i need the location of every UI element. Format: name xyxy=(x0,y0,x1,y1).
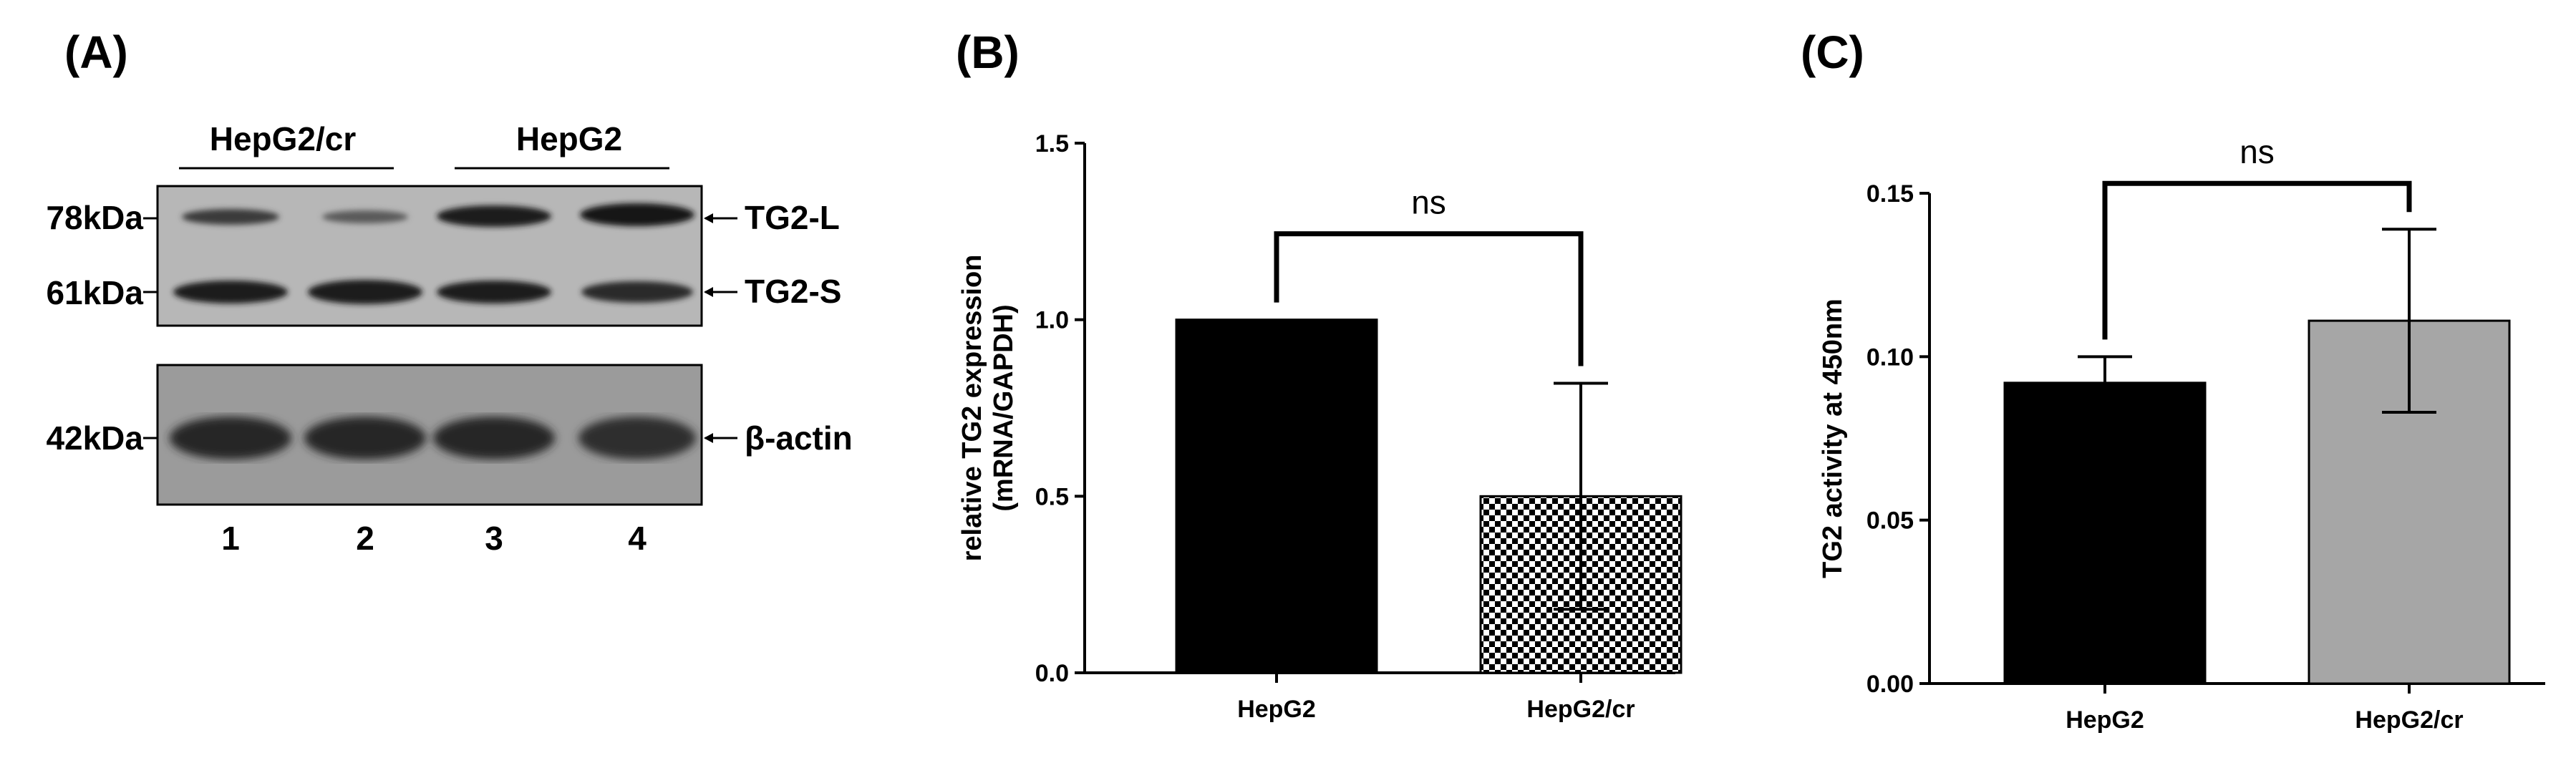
chart-b-y-tick-label: 1.5 xyxy=(1035,130,1069,157)
group-label-hepg2cr: HepG2/cr xyxy=(210,120,357,157)
lane-number-2: 2 xyxy=(356,520,374,557)
band-label-actin: β-actin xyxy=(745,419,853,457)
band-tg2s-lane3 xyxy=(437,281,551,303)
chart-c-x-tick-label: HepG2/cr xyxy=(2355,706,2463,734)
band-actin-lane4 xyxy=(578,417,696,460)
tg2-bands xyxy=(173,203,694,304)
band-tg2l-lane1 xyxy=(182,209,279,225)
marker-61kda: 61kDa xyxy=(46,274,143,311)
lane-number-4: 4 xyxy=(628,520,647,557)
band-actin-lane1 xyxy=(170,417,291,460)
band-actin-lane2 xyxy=(304,417,426,460)
panel-c-letter: (C) xyxy=(1801,26,1864,78)
band-tg2s-lane4 xyxy=(581,281,693,303)
lane-number-1: 1 xyxy=(221,520,240,557)
band-tg2l-lane3 xyxy=(437,205,551,227)
band-actin-lane3 xyxy=(433,417,555,460)
chart-c-y-axis-title: TG2 activity at 450nm xyxy=(1818,298,1848,578)
marker-78kda: 78kDa xyxy=(46,199,143,236)
band-tg2l-lane4 xyxy=(580,203,694,226)
chart-b-y-tick-label: 0.0 xyxy=(1035,660,1069,687)
band-label-tg2s: TG2-S xyxy=(745,273,841,310)
panel-a-letter: (A) xyxy=(64,26,128,78)
arrow-tg2l xyxy=(704,213,737,223)
chart-c-bar-0 xyxy=(2003,381,2207,685)
chart-c-significance-label: ns xyxy=(2240,133,2275,170)
panel-b-letter: (B) xyxy=(956,26,1020,78)
band-label-tg2l: TG2-L xyxy=(745,199,840,236)
band-tg2s-lane2 xyxy=(308,280,422,304)
chart-c-y-tick-label: 0.10 xyxy=(1866,344,1914,371)
chart-c-y-tick-label: 0.15 xyxy=(1866,180,1914,208)
chart-b-significance-label: ns xyxy=(1411,184,1446,221)
chart-b-significance-bracket xyxy=(1274,231,1584,366)
chart-b-bar-0 xyxy=(1175,319,1378,674)
band-tg2s-lane1 xyxy=(173,281,288,303)
panel-c: (C) 0.00 0.05 0.10 0.15 HepG2 HepG2/cr ns TG2 a… xyxy=(1801,26,2545,734)
chart-b-y-tick-label: 0.5 xyxy=(1035,483,1069,510)
chart-b-y-tick-label: 1.0 xyxy=(1035,307,1069,334)
chart-b-y-axis-title-line1: relative TG2 expression xyxy=(957,255,987,562)
panel-a: (A) HepG2/cr HepG2 78kDa 61kDa xyxy=(46,26,852,557)
chart-b-x-tick-label: HepG2/cr xyxy=(1526,696,1635,723)
chart-c-x-tick-label: HepG2 xyxy=(2066,706,2144,734)
arrow-actin xyxy=(704,433,737,443)
chart-b-y-axis-title-line2: (mRNA/GAPDH) xyxy=(989,304,1019,511)
band-tg2l-lane2 xyxy=(322,210,408,223)
arrow-tg2s xyxy=(704,287,737,297)
marker-42kda: 42kDa xyxy=(46,419,143,457)
chart-c-significance-bracket xyxy=(2102,180,2412,340)
chart-c-y-tick-label: 0.05 xyxy=(1866,507,1914,535)
panel-b: (B) 0.0 0.5 1.0 1.5 HepG2 HepG2/cr ns relative … xyxy=(956,26,1682,723)
chart-c-y-tick-label: 0.00 xyxy=(1866,671,1914,698)
actin-bands xyxy=(170,417,696,460)
chart-b-x-tick-label: HepG2 xyxy=(1237,696,1316,723)
group-label-hepg2: HepG2 xyxy=(516,120,622,157)
lane-number-3: 3 xyxy=(485,520,503,557)
